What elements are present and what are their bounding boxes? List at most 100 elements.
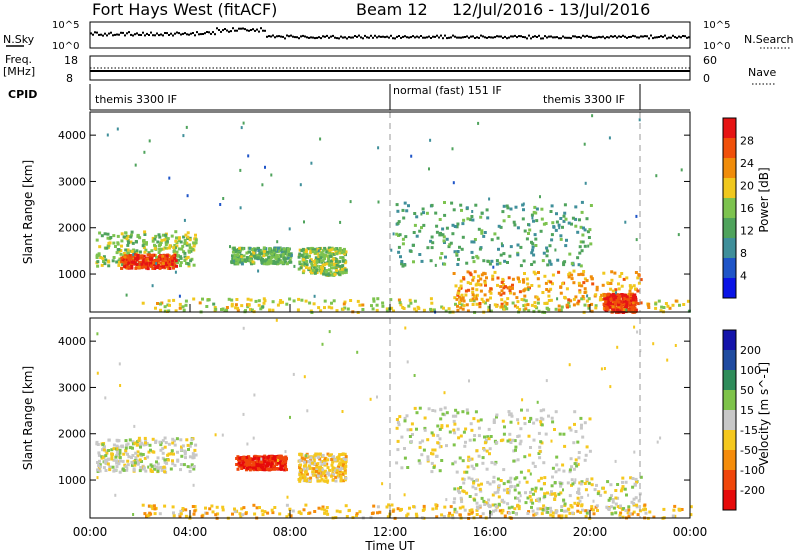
power-noise-3: [219, 203, 222, 206]
velocity-cell-5-128: [612, 506, 616, 510]
power-cell-4-229: [341, 307, 345, 311]
nsky-point: [406, 36, 408, 39]
power-cell-3-103: [313, 248, 317, 252]
velocity-cell-2-17: [308, 464, 311, 468]
power-cell-4-103: [447, 307, 451, 311]
power-cell-6-23: [520, 298, 524, 301]
power-noise-50: [317, 249, 320, 253]
velocity-cell-5-15: [551, 475, 554, 479]
nsky-point: [218, 29, 220, 31]
power-cell-2-38: [253, 256, 257, 260]
power-cell-5-75: [490, 259, 494, 263]
power-cell-0-168: [102, 260, 105, 263]
nsky-point: [388, 36, 390, 39]
power-cell-0-218: [130, 250, 134, 254]
velocity-cell-1-246: [245, 459, 248, 462]
power-cell-6-208: [511, 283, 514, 287]
nsky-point: [328, 36, 330, 39]
power-cell-6-112: [483, 293, 487, 297]
nsky-point: [444, 34, 446, 37]
power-cell-5-231: [485, 208, 489, 212]
velocity-cell-4-79: [529, 416, 533, 420]
velocity-noise-50: [305, 454, 308, 458]
velocity-cell-5-68: [471, 485, 475, 489]
power-cell-0-200: [183, 242, 187, 245]
nsky-point: [128, 31, 130, 34]
nsky-point: [584, 35, 586, 38]
velocity-cell-5-202: [484, 501, 488, 505]
power-cell-6-223: [639, 278, 643, 282]
power-cell-5-202: [465, 206, 469, 210]
velocity-cell-3-135: [415, 514, 419, 518]
power-cell-4-197: [590, 309, 594, 313]
velocity-cell-5-146: [559, 484, 563, 488]
velocity-cell-5-244: [543, 482, 546, 485]
velocity-cell-3-204: [210, 504, 214, 508]
power-cell-5-42: [420, 259, 424, 263]
power-cell-0-126: [96, 260, 100, 264]
velocity-cell-4-58: [580, 423, 583, 427]
power-cell-0-40: [154, 234, 158, 238]
velocity-cell-5-129: [501, 498, 504, 502]
power-cell-4-124: [262, 297, 266, 301]
velocity-cell-4-153: [452, 443, 456, 447]
velocity-cell-0-255: [101, 443, 105, 447]
power-noise-6: [151, 284, 154, 288]
power-cell-3-253: [335, 268, 338, 272]
power-cell-5-3: [548, 244, 552, 248]
power-cell-6-80: [485, 298, 489, 302]
power-cell-0-233: [96, 264, 100, 268]
velocity-cell-2-240: [326, 471, 330, 475]
velocity-cell-2-201: [302, 474, 306, 478]
velocity-cell-4-70: [477, 426, 481, 430]
velocity-cell-5-100: [516, 503, 520, 507]
velocity-cell-2-112: [343, 478, 347, 482]
power-cell-4-173: [375, 303, 379, 307]
velocity-cell-2-84: [332, 472, 336, 476]
velocity-cell-3-72: [406, 512, 410, 516]
power-cell-2-205: [252, 251, 256, 255]
velocity-cell-5-80: [513, 488, 517, 492]
power-cell-7-228: [630, 307, 634, 311]
nsky-point: [212, 31, 214, 34]
velocity-cell-4-66: [483, 435, 486, 439]
power-cell-5-198: [480, 211, 484, 215]
power-cell-5-22: [523, 229, 527, 233]
nsky-point: [326, 34, 328, 37]
velocity-cell-0-30: [144, 439, 148, 443]
velocity-cell-3-216: [158, 512, 162, 516]
power-cell-5-150: [448, 243, 452, 247]
power-cell-5-97: [540, 207, 544, 211]
velocity-cell-4-206: [452, 428, 456, 432]
velocity-cell-3-60: [179, 509, 183, 513]
power-cell-0-172: [125, 237, 129, 241]
velocity-cell-4-187: [519, 427, 523, 431]
power-cell-4-66: [184, 303, 188, 307]
velocity-cell-0-217: [172, 452, 175, 456]
power-cell-4-118: [292, 299, 296, 303]
velocity-cell-3-159: [422, 504, 426, 508]
power-cell-5-127: [451, 232, 455, 236]
power-cell-2-203: [236, 252, 240, 256]
velocity-cell-3-168: [221, 505, 225, 509]
velocity-cell-4-191: [403, 456, 407, 460]
velocity-cell-4-62: [396, 439, 400, 443]
power-cell-6-129: [508, 289, 512, 293]
velocity-cell-4-7: [557, 468, 561, 472]
power-cell-4-223: [454, 302, 457, 306]
velocity-cell-0-113: [115, 461, 119, 465]
power-cell-7-240: [606, 302, 610, 306]
power-cell-6-174: [565, 303, 569, 307]
velocity-cell-3-250: [191, 505, 195, 508]
velocity-cell-3-26: [549, 509, 553, 513]
velocity-cell-5-199: [488, 482, 492, 486]
velocity-cell-3-165: [208, 507, 212, 511]
power-cell-0-160: [175, 236, 178, 240]
velocity-cell-2-257: [331, 466, 335, 470]
velocity-cell-0-158: [144, 441, 147, 445]
power-cell-4-37: [281, 300, 284, 304]
power-cell-6-13: [522, 280, 526, 284]
power-cell-1-247: [137, 265, 141, 269]
power-cell-6-162: [525, 287, 529, 291]
power-cell-5-171: [449, 241, 453, 245]
